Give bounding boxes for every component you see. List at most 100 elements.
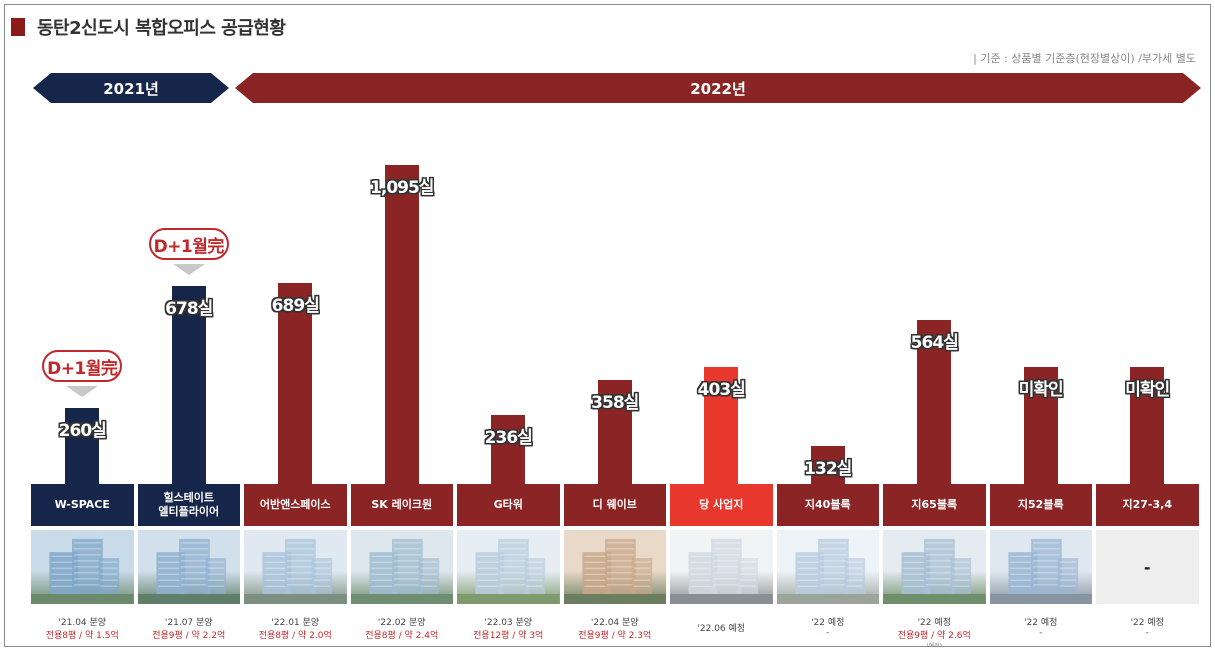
bar-value-label: 564실 (910, 332, 959, 353)
schedule-text: '22.03 분양 (484, 618, 533, 628)
bar-1 (65, 408, 100, 484)
sold-out-badge: D+1월完 (42, 350, 123, 383)
badge-pointer-icon (66, 386, 99, 398)
bar-value-label: 미확인 (1125, 380, 1170, 400)
building-shape (737, 558, 759, 594)
area-price-text: 전용9평 / 약 2.6억 (897, 631, 971, 641)
chart-frame: 동탄2신도시 복합오피스 공급현황 | 기준 : 상품별 기준층(현장별상이) … (4, 4, 1211, 647)
building-illustration (457, 538, 560, 604)
category-label: 디 웨이브 (563, 484, 666, 526)
building-shape (844, 558, 865, 594)
bar-value-label: 미확인 (1018, 380, 1064, 400)
building-shape (178, 538, 210, 594)
image-placeholder: - (1096, 530, 1199, 604)
category-label: W-SPACE (31, 484, 134, 526)
category-label: SK 레이크원 (350, 484, 453, 526)
bar-value-label: 132실 (804, 458, 852, 479)
building-shape (1030, 538, 1062, 594)
ground-shape (776, 594, 879, 604)
building-rendering-image (670, 530, 773, 604)
bar-9 (917, 319, 952, 484)
category-label: 지40블록 (776, 484, 879, 526)
bar-10 (1023, 367, 1058, 484)
building-illustration (244, 538, 347, 604)
building-shape (924, 538, 955, 594)
bar-4 (384, 165, 419, 484)
year-banner-2021: 2021년 (33, 73, 229, 103)
category-label: 힐스테이트 엘티플라이어 (137, 484, 240, 526)
ground-shape (989, 594, 1092, 604)
bar-3 (278, 283, 313, 484)
building-shape (311, 558, 333, 594)
page-title: 동탄2신도시 복합오피스 공급현황 (37, 18, 286, 39)
bar-value-label: 236실 (484, 428, 533, 449)
bar-8 (810, 445, 845, 484)
bar-value-label: 358실 (591, 392, 639, 413)
building-rendering-image (244, 530, 347, 604)
badge-pointer-icon (172, 264, 205, 276)
area-price-text: 전용8평 / 약 1.5억 (45, 631, 119, 641)
basis-note: | 기준 : 상품별 기준층(현장별상이) /부가세 별도 (973, 52, 1196, 65)
schedule-text: '22 예정 (917, 618, 951, 628)
bar-11 (1130, 367, 1165, 484)
bar-value-label: 689실 (271, 296, 320, 317)
building-shape (72, 538, 103, 594)
building-rendering-image (137, 530, 240, 604)
ground-shape (883, 594, 986, 604)
area-price-text: - (1039, 628, 1043, 638)
ground-shape (457, 594, 560, 604)
building-rendering-image (776, 530, 879, 604)
building-shape (817, 538, 849, 594)
building-illustration (31, 538, 134, 604)
area-price-text: 전용8평 / 약 2.4억 (365, 631, 439, 641)
title-marker-icon (11, 18, 25, 36)
bar-value-label: 403실 (697, 379, 746, 400)
building-illustration (137, 538, 240, 604)
ground-shape (31, 594, 134, 604)
building-shape (285, 538, 316, 594)
building-shape (391, 538, 423, 594)
building-rendering-image (31, 530, 134, 604)
schedule-text: '22.06 예정 (697, 624, 746, 634)
schedule-text: '22 예정 (811, 618, 845, 628)
sub-note-text: (예정) (926, 643, 943, 647)
building-shape (418, 558, 439, 594)
building-rendering-image (883, 530, 986, 604)
building-shape (604, 538, 636, 594)
category-label: 지65블록 (883, 484, 986, 526)
ground-shape (563, 594, 666, 604)
category-label: 어반앤스페이스 (244, 484, 347, 526)
area-price-text: - (1145, 628, 1149, 638)
bar-7 (704, 366, 739, 484)
bar-value-label: 260실 (58, 421, 107, 442)
building-illustration (989, 538, 1092, 604)
sold-out-badge: D+1월完 (148, 228, 229, 261)
building-shape (98, 558, 120, 594)
bar-2 (171, 286, 206, 484)
building-rendering-image (457, 530, 560, 604)
building-illustration (563, 538, 666, 604)
building-illustration (670, 538, 773, 604)
building-shape (524, 558, 546, 594)
area-price-text: 전용9평 / 약 2.3억 (578, 631, 652, 641)
schedule-text: '21.04 분양 (58, 618, 107, 628)
area-price-text: 전용9평 / 약 2.2억 (152, 631, 226, 641)
area-price-text: - (826, 628, 830, 638)
building-shape (711, 538, 742, 594)
schedule-text: '22 예정 (1024, 618, 1058, 628)
building-rendering-image (350, 530, 453, 604)
bar-value-label: 678실 (165, 299, 213, 320)
area-price-text: 전용8평 / 약 2.0억 (258, 631, 332, 641)
building-rendering-image (989, 530, 1092, 604)
schedule-text: '22.02 분양 (377, 618, 426, 628)
ground-shape (137, 594, 240, 604)
title-area: 동탄2신도시 복합오피스 공급현황 (11, 15, 286, 39)
bar-6 (597, 379, 632, 484)
building-rendering-image (563, 530, 666, 604)
schedule-text: '22.04 분양 (590, 618, 639, 628)
building-shape (950, 558, 972, 594)
building-illustration (776, 538, 879, 604)
ground-shape (350, 594, 453, 604)
building-illustration (883, 538, 986, 604)
